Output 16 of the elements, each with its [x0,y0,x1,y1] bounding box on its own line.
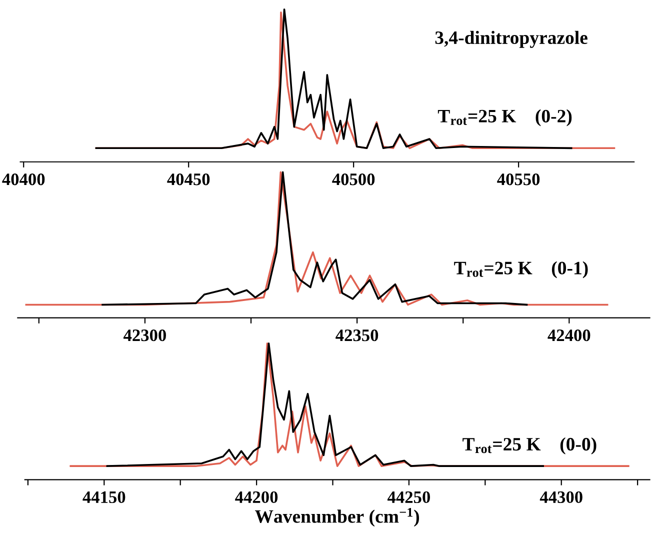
x-tick-label: 40500 [332,173,375,186]
x-tick-label: 42300 [123,329,166,342]
text: 3,4-dinitropyrazole [435,30,588,48]
x-tick-label: 42400 [548,329,590,342]
x-tick-label: 40400 [2,173,45,186]
annotation: T$_{rot}$=25 K (0-0) [462,437,596,454]
x-tick-label: 40550 [497,173,540,186]
x-tick-label: 42350 [336,329,378,342]
x-tick-label: 44250 [387,491,430,504]
annotation: T$_{rot}$=25 K (0-1) [454,261,588,278]
x-tick-label: 44300 [540,491,582,504]
annotation: T$_{rot}$=25 K (0-2) [438,109,572,126]
x-axis-title: Wavenumber (cm$^{−1}$) [255,508,420,527]
x-tick-label: 44200 [235,491,278,504]
x-tick-label: 44150 [82,491,126,504]
x-tick-label: 40450 [167,173,210,186]
